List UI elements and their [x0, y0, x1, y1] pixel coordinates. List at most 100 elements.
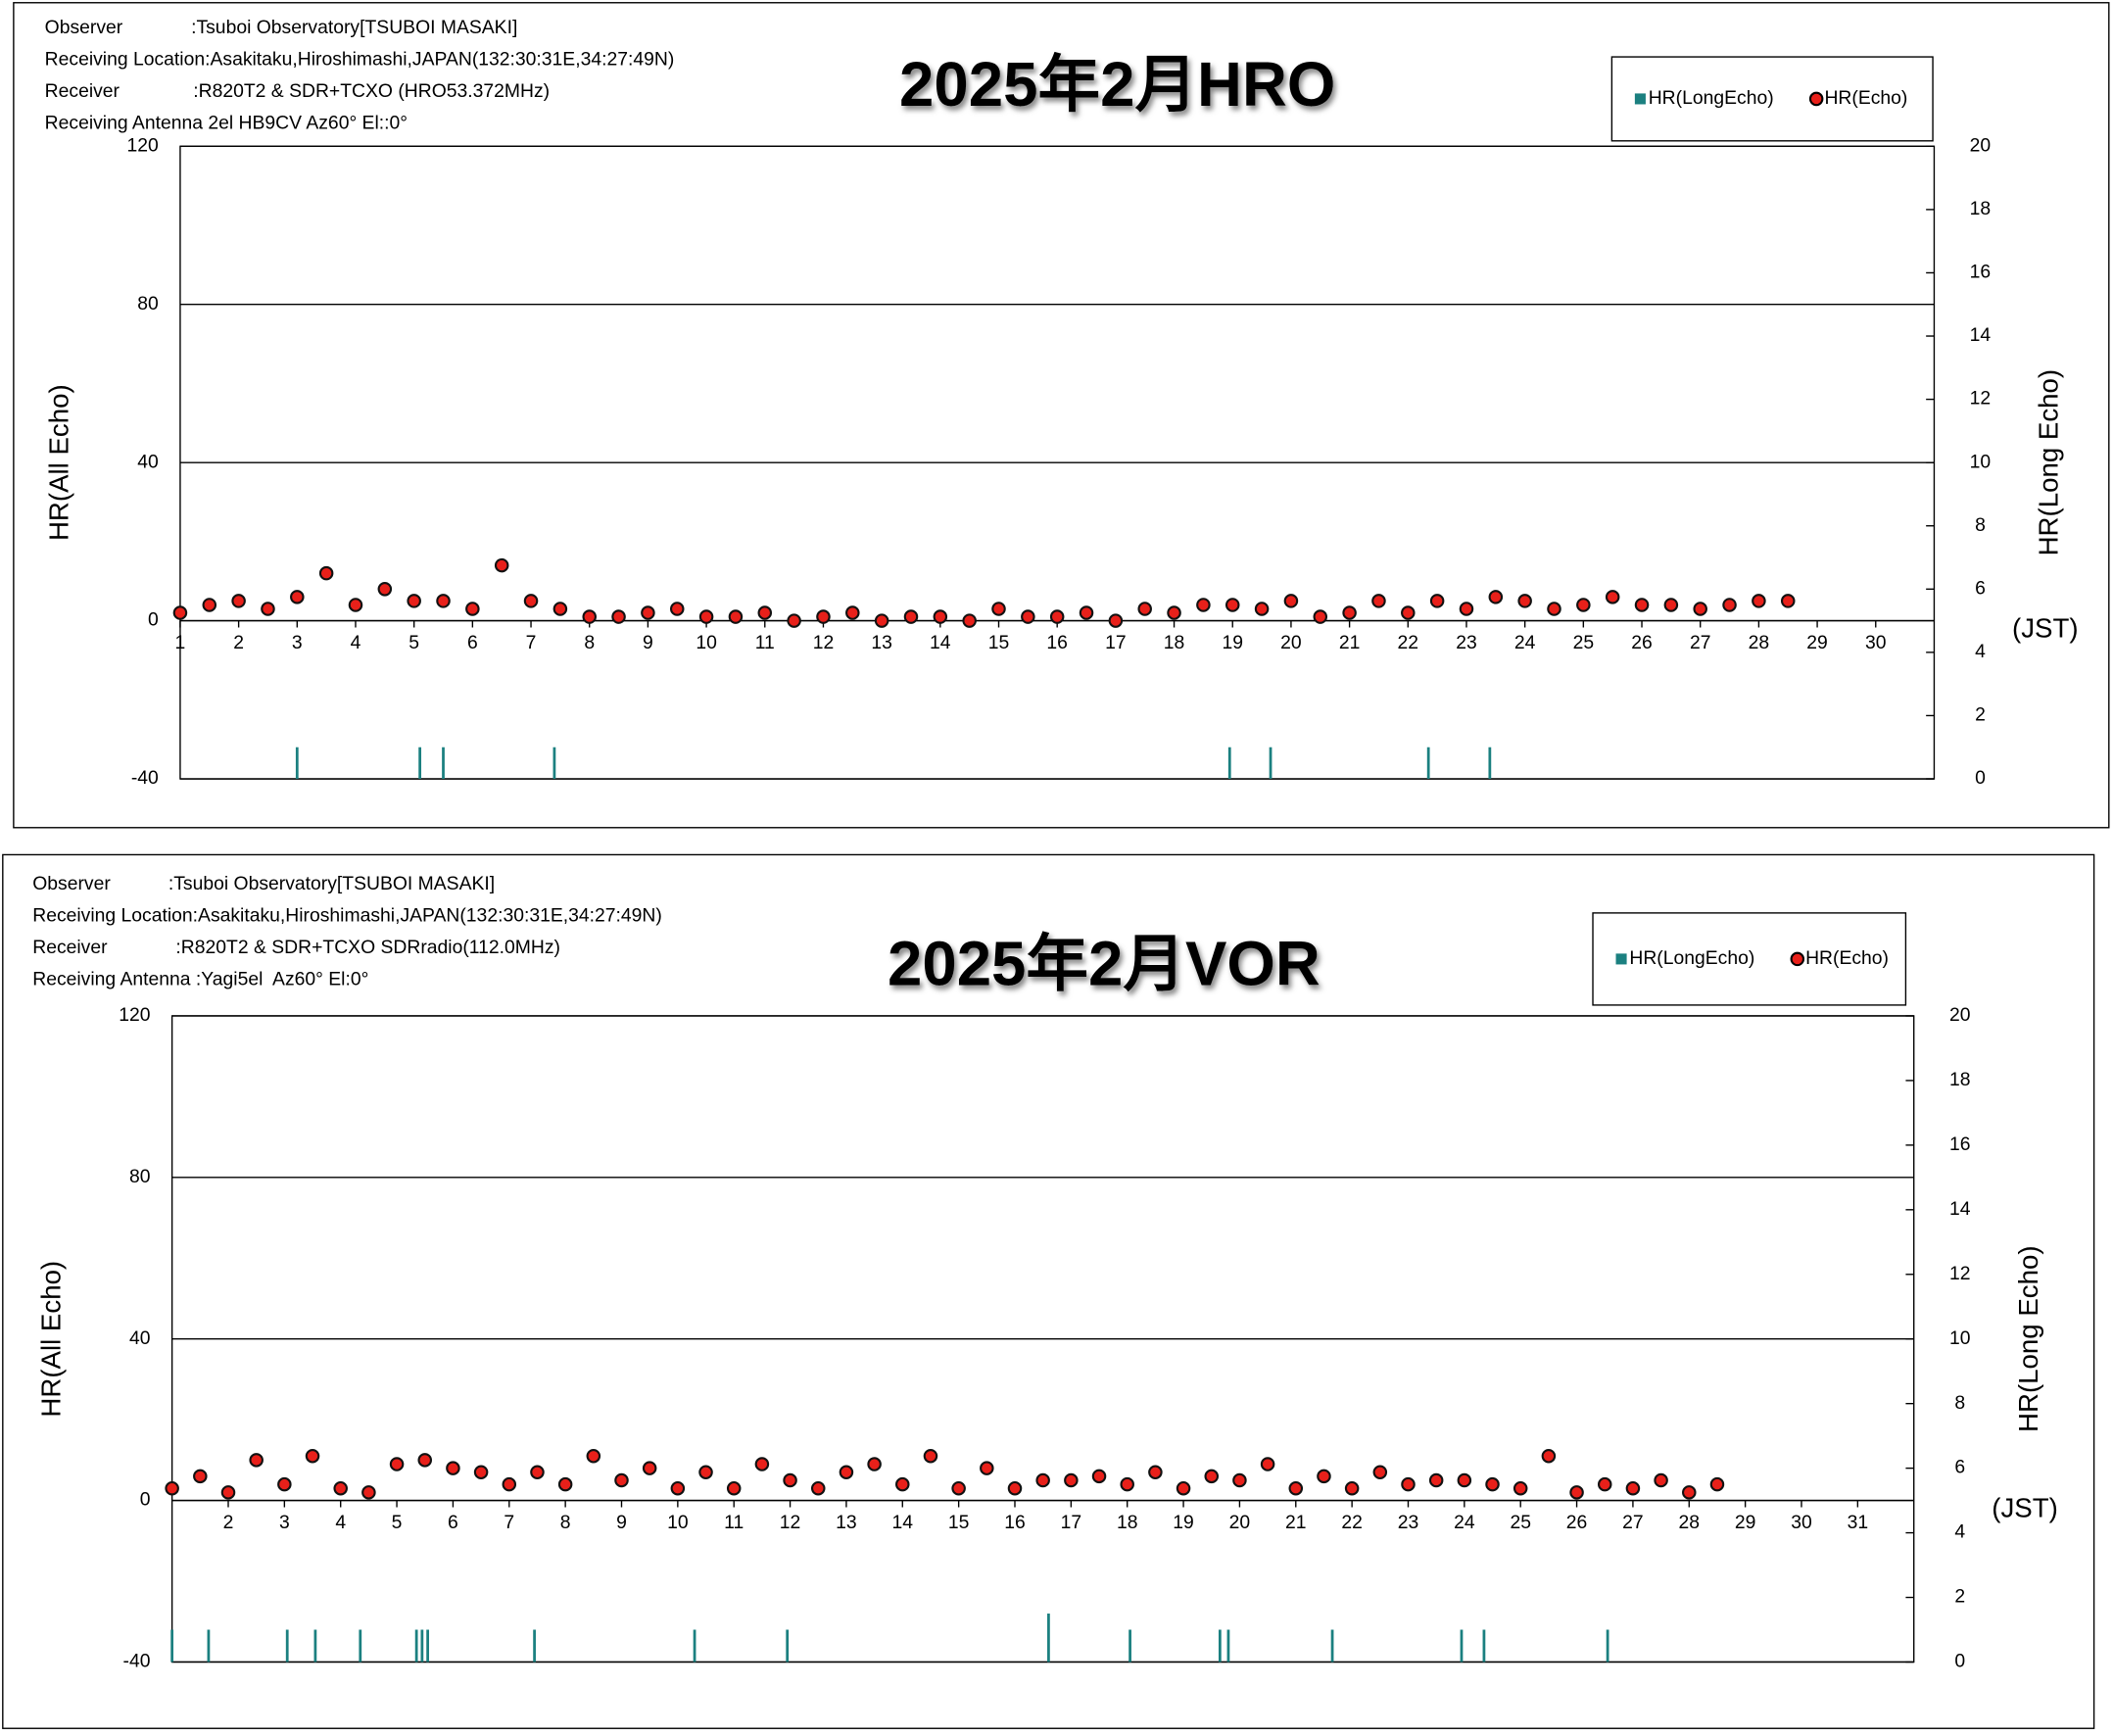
plot-frame: [179, 145, 1936, 780]
echo-point: [1663, 598, 1679, 612]
echo-point: [1079, 605, 1094, 620]
panel-frame: [13, 2, 2110, 829]
header-note: Receiver :R820T2 & SDR+TCXO (HRO53.372MH…: [45, 80, 550, 102]
y2-axis-label: HR(Long Echo): [2013, 1245, 2043, 1432]
x-tick-label: 24: [1514, 632, 1536, 653]
x-tick-label: 30: [1865, 632, 1887, 653]
echo-point: [261, 602, 275, 616]
header-note: Receiver :R820T2 & SDR+TCXO SDRradio(112…: [32, 937, 560, 958]
echo-point: [1605, 590, 1620, 604]
x-tick-label: 28: [1749, 632, 1770, 653]
x-tick-label: 26: [1566, 1512, 1588, 1533]
x-tick-label: 10: [667, 1512, 689, 1533]
x-tick-label: 15: [948, 1512, 970, 1533]
echo-point: [1722, 598, 1737, 612]
echo-point: [903, 609, 919, 624]
header-note: Receiving Location:Asakitaku,Hiroshimash…: [45, 49, 675, 71]
echo-point: [839, 1465, 854, 1480]
x-tick-label: 14: [930, 632, 951, 653]
y-tick-label: 120: [127, 134, 159, 156]
echo-point: [1576, 598, 1591, 612]
x-tick-label: 5: [392, 1512, 403, 1533]
x-tick-label: 12: [780, 1512, 801, 1533]
echo-point: [991, 602, 1006, 616]
echo-point: [1120, 1476, 1134, 1492]
echo-point: [1457, 1472, 1472, 1488]
echo-point: [1513, 1480, 1528, 1496]
y-tick-label: -40: [123, 1651, 151, 1672]
echo-point: [669, 602, 685, 616]
x-tick-label: 24: [1454, 1512, 1475, 1533]
echo-point: [895, 1476, 910, 1492]
legend-label: HR(Echo): [1824, 87, 1907, 109]
x-tick-label: 27: [1690, 632, 1711, 653]
y-tick-label: 40: [137, 451, 159, 472]
echo-point: [1709, 1476, 1725, 1492]
x-tick-label: 4: [351, 632, 361, 653]
x-tick-label: 25: [1573, 632, 1595, 653]
legend-box: [1610, 56, 1934, 142]
echo-point: [407, 594, 421, 608]
x-tick-label: 7: [526, 632, 537, 653]
echo-point: [202, 598, 217, 612]
echo-point: [1148, 1465, 1163, 1480]
x-tick-label: 2: [233, 632, 244, 653]
echo-point: [1064, 1472, 1079, 1488]
echo-point: [698, 609, 714, 624]
echo-point: [1429, 594, 1445, 608]
y2-tick-label: 12: [1949, 1263, 1971, 1284]
legend-swatch: [1615, 953, 1627, 965]
echo-point: [1342, 605, 1357, 620]
x-tick-label: 4: [335, 1512, 346, 1533]
x-tick-label: 16: [1004, 1512, 1026, 1533]
echo-point: [377, 582, 393, 597]
echo-point: [611, 609, 626, 624]
y2-tick-label: 6: [1954, 1457, 1965, 1478]
echo-point: [446, 1461, 460, 1475]
echo-point: [951, 1480, 966, 1496]
y-tick-label: 80: [137, 293, 159, 314]
x-tick-label: 25: [1510, 1512, 1531, 1533]
header-note: Receiving Antenna :Yagi5el Az60° El:0°: [32, 968, 368, 989]
legend-swatch: [1634, 93, 1646, 105]
echo-point: [305, 1449, 320, 1464]
echo-point: [1007, 1480, 1023, 1496]
x-tick-label: 21: [1285, 1512, 1307, 1533]
legend-swatch: [1790, 951, 1805, 967]
echo-point: [1517, 594, 1532, 608]
echo-point: [670, 1480, 686, 1496]
echo-point: [1204, 1469, 1220, 1484]
header-note: Receiving Location:Asakitaku,Hiroshimash…: [32, 904, 662, 926]
x-unit: (JST): [1992, 1493, 2058, 1523]
x-tick-label: 26: [1631, 632, 1653, 653]
echo-point: [726, 1480, 742, 1496]
echo-point: [557, 1476, 573, 1492]
plot-frame: [170, 1015, 1915, 1664]
y2-tick-label: 4: [1975, 641, 1986, 662]
x-tick-label: 16: [1046, 632, 1068, 653]
y-tick-label: 40: [129, 1327, 151, 1349]
echo-point: [874, 613, 889, 628]
y2-tick-label: 14: [1970, 324, 1992, 346]
x-tick-label: 2: [223, 1512, 234, 1533]
y2-tick-label: 0: [1954, 1651, 1965, 1672]
y-tick-label: 80: [129, 1166, 151, 1187]
echo-point: [1260, 1457, 1275, 1471]
echo-point: [249, 1453, 264, 1468]
echo-point: [754, 1457, 770, 1471]
echo-point: [1780, 594, 1796, 608]
x-tick-label: 5: [408, 632, 419, 653]
echo-point: [1317, 1469, 1331, 1484]
echo-point: [473, 1465, 489, 1480]
x-tick-label: 21: [1339, 632, 1361, 653]
y2-tick-label: 2: [1954, 1586, 1965, 1608]
echo-point: [1485, 1476, 1500, 1492]
y2-axis-label: HR(Long Echo): [2034, 369, 2064, 556]
x-tick-label: 29: [1735, 1512, 1756, 1533]
echo-point: [1682, 1485, 1697, 1500]
echo-point: [1254, 602, 1270, 616]
y2-tick-label: 0: [1975, 767, 1986, 789]
y2-tick-label: 16: [1970, 262, 1992, 283]
echo-point: [1634, 598, 1650, 612]
